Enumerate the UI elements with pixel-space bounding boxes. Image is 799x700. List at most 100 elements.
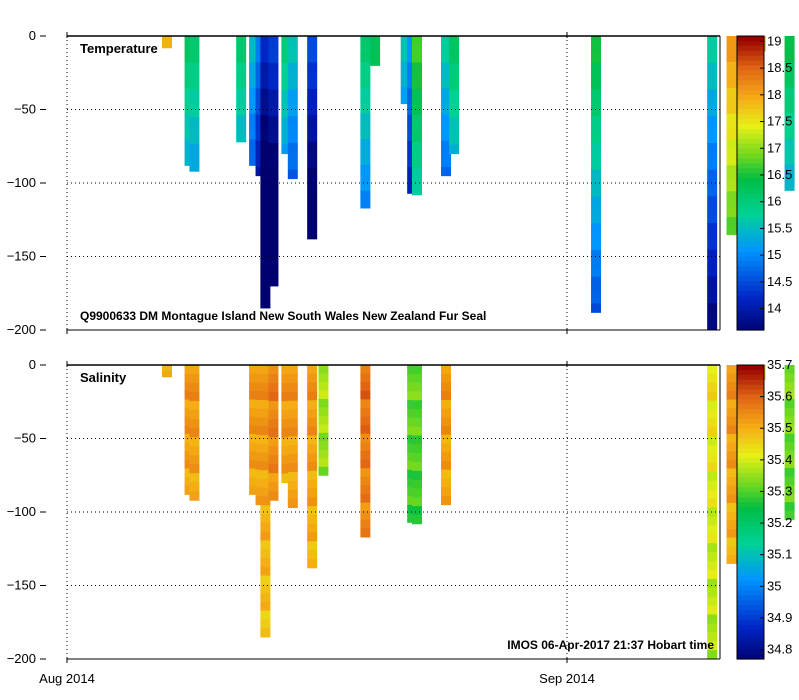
profile-cell (249, 70, 260, 80)
profile-cell (707, 427, 718, 437)
profile-cell (307, 532, 318, 542)
profile-cell (287, 125, 298, 135)
profile-cell (707, 418, 718, 428)
profile-cell (318, 458, 329, 468)
profile-cell (260, 264, 271, 274)
profile-cell (249, 373, 260, 383)
profile-cell (412, 400, 422, 410)
profile-cell (260, 601, 271, 612)
profile-cell (189, 419, 200, 429)
profile-cell (784, 510, 795, 520)
profile-cell (189, 392, 200, 402)
profile-cell (318, 407, 329, 417)
colorbar-cell (737, 281, 764, 287)
colorbar-cell (737, 236, 764, 243)
profile-cell (412, 97, 422, 108)
profile-cell (162, 370, 172, 378)
profile-cell (707, 62, 718, 73)
colorbar-cell (737, 163, 764, 169)
colorbar-cell (737, 453, 764, 459)
profile-cell (360, 433, 371, 443)
colorbar-cell (737, 644, 764, 650)
profile-cell (281, 455, 292, 466)
profile-cell (707, 267, 718, 278)
profile-cell (260, 382, 271, 392)
profile-cell (591, 71, 602, 82)
profile-cell (307, 444, 318, 454)
profile-cell (707, 321, 718, 331)
profile-cell (591, 107, 602, 117)
profile-cell (307, 80, 318, 90)
profile-cell (268, 125, 279, 135)
profile-cell (260, 628, 271, 638)
profile-cell (281, 63, 292, 73)
colorbar-cell (737, 433, 764, 440)
colorbar-tick-label: 15.5 (767, 220, 792, 235)
colorbar-cell (737, 634, 764, 640)
profile-cell (441, 478, 452, 488)
profile-cell (591, 178, 602, 189)
colorbar-cell (737, 80, 764, 86)
profile-cell (707, 409, 718, 419)
profile-cell (591, 53, 602, 64)
profile-cell (784, 416, 795, 426)
profile-cell (726, 425, 737, 435)
colorbar-cell (737, 614, 764, 621)
colorbar-cell (737, 629, 764, 636)
profile-cell (449, 63, 460, 73)
profile-cell (249, 139, 260, 149)
profile-cell (260, 496, 271, 506)
profile-cell (307, 488, 318, 498)
profile-cell (726, 468, 737, 478)
profile-cell (307, 106, 318, 116)
colorbar-cell (737, 394, 764, 400)
profile-cell (726, 79, 737, 89)
profile-cell (307, 514, 318, 525)
profile-cell (249, 53, 260, 63)
profile-cell (260, 514, 271, 524)
colorbar-cell (737, 619, 764, 626)
profile-cell (260, 426, 271, 436)
profile-cell (412, 409, 422, 419)
profile-cell (307, 150, 318, 160)
profile-cell (441, 495, 452, 506)
colorbar-cell (737, 75, 764, 81)
profile-cell (318, 381, 329, 391)
colorbar-tick-label: 35.3 (767, 483, 792, 498)
profile-cell (726, 87, 737, 97)
profile-cell (307, 212, 318, 222)
profile-cell (726, 485, 737, 495)
profile-cell (441, 166, 452, 177)
profile-cell (441, 62, 452, 72)
profile-cell (268, 169, 279, 180)
profile-cell (281, 135, 292, 146)
profile-cell (281, 45, 292, 55)
profile-cell (784, 365, 795, 375)
profile-cell (307, 185, 318, 196)
profile-cell (189, 491, 200, 501)
profile-cell (249, 408, 260, 418)
profile-cell (707, 596, 718, 607)
profile-cell (249, 468, 260, 478)
profile-cell (707, 285, 718, 295)
profile-cell (591, 89, 602, 99)
profile-cell (360, 121, 371, 132)
profile-cell (189, 135, 200, 145)
profile-cell (360, 528, 371, 538)
profile-cell (268, 205, 279, 215)
profile-cell (784, 138, 795, 148)
profile-cell (281, 72, 292, 82)
profile-cell (412, 177, 422, 187)
profile-cell (441, 487, 452, 497)
profile-cell (189, 464, 200, 474)
profile-cell (307, 36, 318, 46)
profile-cell (318, 441, 329, 451)
colorbar-cell (737, 36, 764, 42)
profile-cell (260, 167, 271, 177)
profile-cell (281, 419, 292, 429)
colorbar-cell (737, 217, 764, 223)
profile-cell (260, 461, 271, 471)
colorbar-cell (737, 600, 764, 606)
profile-cell (360, 485, 371, 495)
profile-cell (591, 267, 602, 278)
